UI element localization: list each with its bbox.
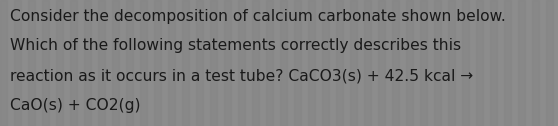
Bar <box>448 0 455 126</box>
Bar <box>126 0 133 126</box>
Bar <box>140 0 147 126</box>
Bar <box>294 0 301 126</box>
Bar <box>266 0 273 126</box>
Bar <box>42 0 49 126</box>
Bar <box>70 0 77 126</box>
Bar <box>168 0 175 126</box>
Bar <box>364 0 371 126</box>
Bar <box>182 0 189 126</box>
Bar <box>56 0 63 126</box>
Bar <box>420 0 427 126</box>
Bar <box>196 0 203 126</box>
Bar <box>154 0 161 126</box>
Bar <box>532 0 539 126</box>
Text: Which of the following statements correctly describes this: Which of the following statements correc… <box>10 38 461 53</box>
Text: CaO(s) + CO2(g): CaO(s) + CO2(g) <box>10 98 141 113</box>
Bar <box>392 0 399 126</box>
Bar <box>252 0 259 126</box>
Bar <box>0 0 7 126</box>
Bar <box>308 0 315 126</box>
Bar <box>28 0 35 126</box>
Bar <box>14 0 21 126</box>
Text: Consider the decomposition of calcium carbonate shown below.: Consider the decomposition of calcium ca… <box>10 9 506 24</box>
Bar <box>336 0 343 126</box>
Bar <box>462 0 469 126</box>
Bar <box>238 0 245 126</box>
Bar <box>350 0 357 126</box>
Bar <box>504 0 511 126</box>
Bar <box>490 0 497 126</box>
Bar <box>224 0 231 126</box>
Bar <box>476 0 483 126</box>
Bar <box>518 0 525 126</box>
Bar <box>434 0 441 126</box>
Bar <box>322 0 329 126</box>
Bar <box>98 0 105 126</box>
Bar <box>112 0 119 126</box>
Bar <box>210 0 217 126</box>
Bar <box>378 0 385 126</box>
Text: reaction as it occurs in a test tube? CaCO3(s) + 42.5 kcal →: reaction as it occurs in a test tube? Ca… <box>10 68 473 83</box>
Bar <box>84 0 91 126</box>
Bar <box>406 0 413 126</box>
Bar <box>280 0 287 126</box>
Bar <box>546 0 553 126</box>
